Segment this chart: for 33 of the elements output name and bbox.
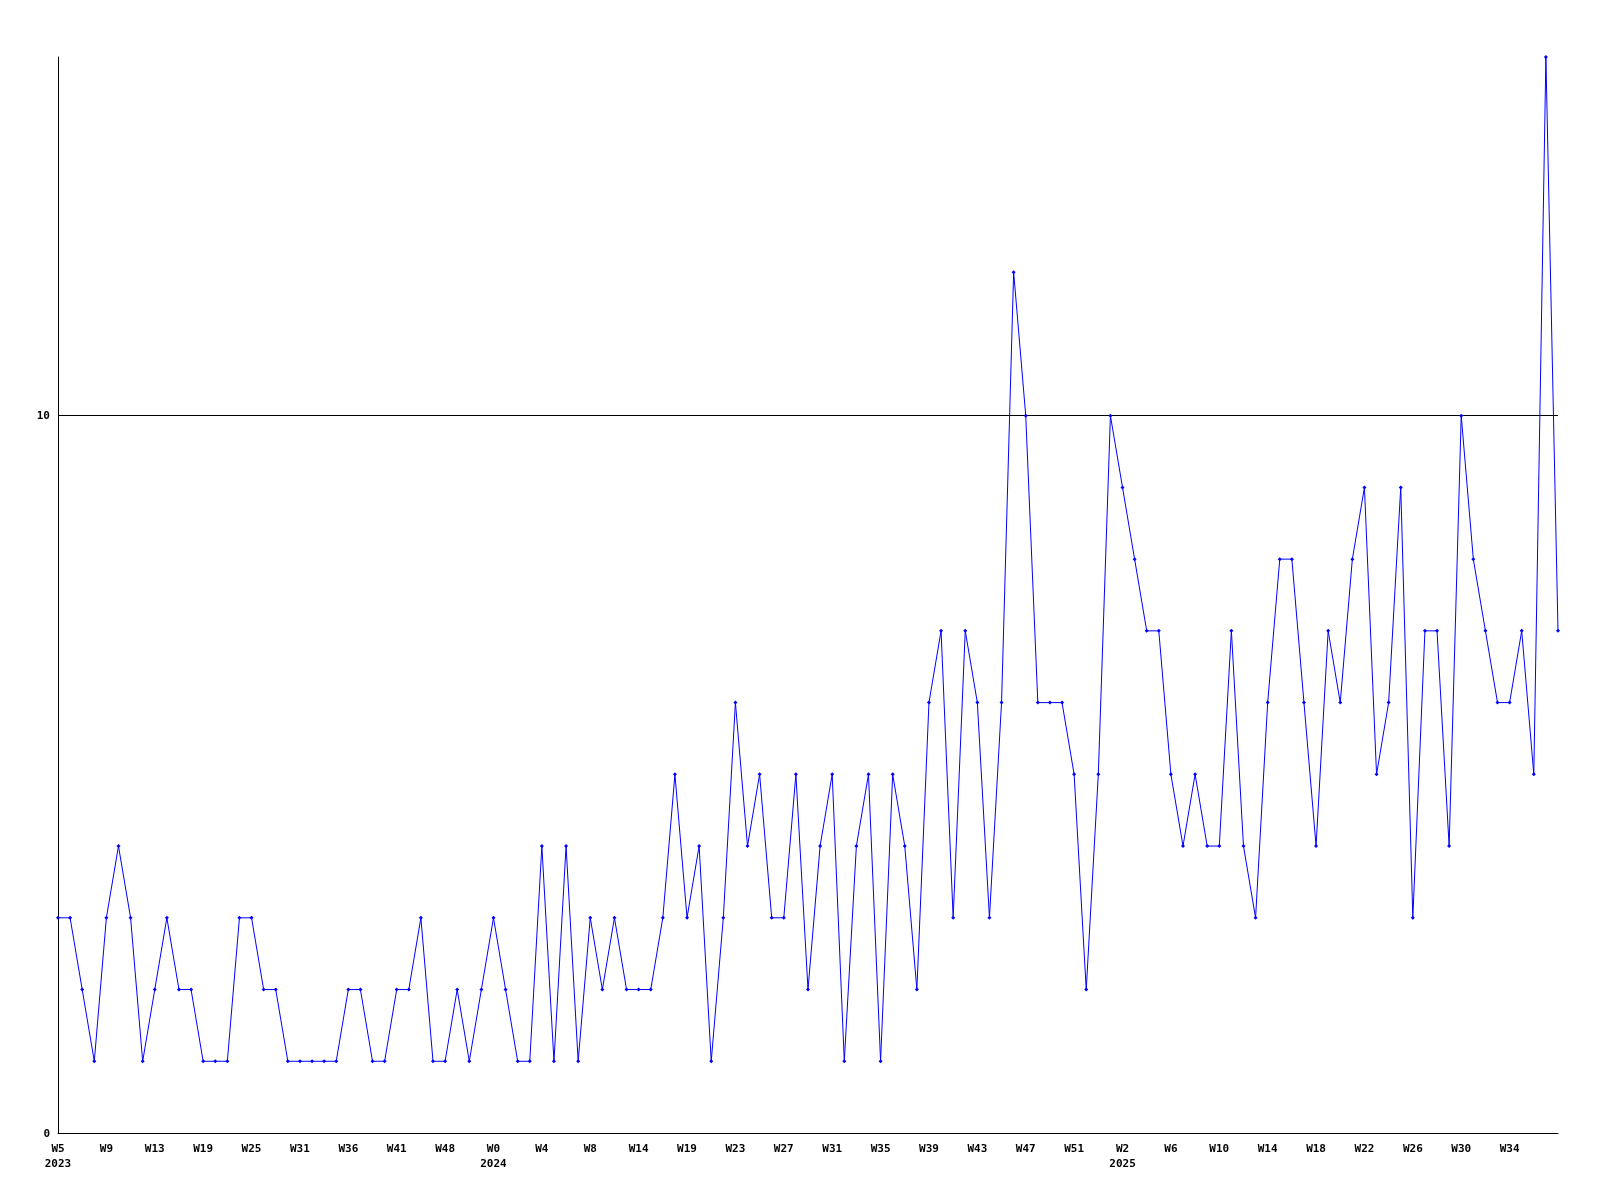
x-tick-label: W14 bbox=[628, 1142, 649, 1155]
x-tick-label: W47 bbox=[1015, 1142, 1036, 1155]
x-tick-label: W30 bbox=[1451, 1142, 1472, 1155]
x-tick-label: W5 2023 bbox=[44, 1142, 72, 1170]
x-tick-label: W26 bbox=[1402, 1142, 1424, 1155]
x-tick-label: W22 bbox=[1354, 1142, 1375, 1155]
x-tick-label: W48 bbox=[435, 1142, 456, 1155]
x-tick-label: W14 bbox=[1257, 1142, 1278, 1155]
y-tick-label: 10 bbox=[36, 409, 50, 423]
x-tick-label: W2 2025 bbox=[1109, 1142, 1136, 1170]
x-tick-label: W8 bbox=[583, 1142, 597, 1155]
x-tick-label: W18 bbox=[1306, 1142, 1326, 1155]
x-tick-label: W19 bbox=[193, 1142, 214, 1155]
x-tick-label: W25 bbox=[241, 1142, 262, 1155]
x-tick-label: W31 bbox=[822, 1142, 843, 1155]
x-tick-label: W43 bbox=[967, 1142, 988, 1155]
x-tick-label: W19 bbox=[677, 1142, 697, 1155]
x-tick-label: W6 bbox=[1164, 1142, 1178, 1155]
x-tick-label: W31 bbox=[290, 1142, 311, 1155]
x-tick-label: W36 bbox=[338, 1142, 359, 1155]
x-tick-label: W39 bbox=[919, 1142, 939, 1155]
y-tick-label: 0 bbox=[43, 1126, 50, 1140]
x-tick-label: W9 bbox=[99, 1142, 114, 1155]
x-tick-label: W0 2024 bbox=[480, 1142, 508, 1170]
x-tick-label: W51 bbox=[1064, 1142, 1085, 1155]
x-tick-label: W10 bbox=[1209, 1142, 1230, 1155]
x-tick-label: W4 bbox=[535, 1142, 549, 1155]
x-tick-label: W41 bbox=[386, 1142, 408, 1155]
x-tick-label: W34 bbox=[1499, 1142, 1520, 1155]
x-tick-label: W35 bbox=[870, 1142, 891, 1155]
x-tick-label: W23 bbox=[725, 1142, 746, 1155]
x-tick-label: W13 bbox=[144, 1142, 165, 1155]
x-tick-label: W27 bbox=[773, 1142, 794, 1155]
